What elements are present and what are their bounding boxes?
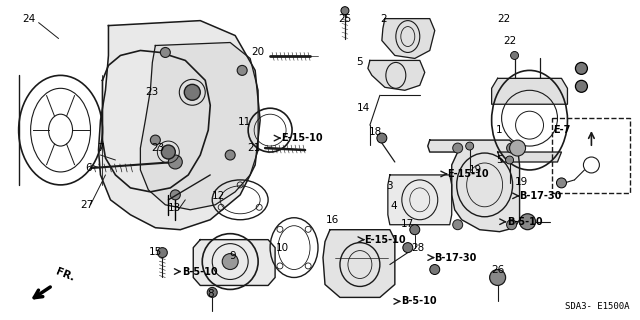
Text: 7: 7 xyxy=(97,143,104,153)
Polygon shape xyxy=(368,60,425,90)
Ellipse shape xyxy=(225,150,235,160)
Text: SDA3- E1500A: SDA3- E1500A xyxy=(565,302,629,311)
Text: 2: 2 xyxy=(381,14,387,24)
Ellipse shape xyxy=(509,140,525,156)
Text: 12: 12 xyxy=(212,191,225,201)
Text: 26: 26 xyxy=(491,265,504,275)
Text: 4: 4 xyxy=(390,201,397,211)
Text: 19: 19 xyxy=(469,165,483,175)
Text: 15: 15 xyxy=(148,247,162,257)
Text: 1: 1 xyxy=(496,125,503,135)
Text: 25: 25 xyxy=(339,14,351,24)
Polygon shape xyxy=(323,230,395,297)
Ellipse shape xyxy=(410,225,420,235)
Ellipse shape xyxy=(575,80,588,92)
Polygon shape xyxy=(428,140,520,232)
Text: 9: 9 xyxy=(229,251,236,260)
Ellipse shape xyxy=(168,155,182,169)
Ellipse shape xyxy=(170,190,180,200)
Text: FR.: FR. xyxy=(54,267,76,284)
Polygon shape xyxy=(140,43,258,210)
Text: 22: 22 xyxy=(503,36,516,45)
Text: 5: 5 xyxy=(496,155,503,165)
Text: E-15-10: E-15-10 xyxy=(364,235,406,245)
Polygon shape xyxy=(388,175,452,225)
Text: B-5-10: B-5-10 xyxy=(401,296,436,306)
Text: 22: 22 xyxy=(497,14,510,24)
Ellipse shape xyxy=(184,84,200,100)
Text: 10: 10 xyxy=(275,243,289,252)
Text: 24: 24 xyxy=(22,14,35,24)
Text: E-15-10: E-15-10 xyxy=(280,133,323,143)
Ellipse shape xyxy=(575,62,588,74)
Ellipse shape xyxy=(403,243,413,252)
Ellipse shape xyxy=(161,145,175,159)
Ellipse shape xyxy=(237,65,247,76)
Polygon shape xyxy=(382,19,435,59)
Ellipse shape xyxy=(452,143,463,153)
Ellipse shape xyxy=(520,214,536,230)
Text: 6: 6 xyxy=(85,163,92,173)
Polygon shape xyxy=(498,152,561,162)
Text: 27: 27 xyxy=(80,200,93,210)
Text: 13: 13 xyxy=(168,203,181,213)
Ellipse shape xyxy=(506,156,513,164)
Ellipse shape xyxy=(222,253,238,269)
Ellipse shape xyxy=(341,7,349,15)
Polygon shape xyxy=(193,240,275,285)
Text: 17: 17 xyxy=(401,219,415,229)
Text: 21: 21 xyxy=(248,143,260,153)
Text: 28: 28 xyxy=(411,243,424,252)
Text: E-7: E-7 xyxy=(554,125,571,135)
Text: 18: 18 xyxy=(369,127,383,137)
Text: 19: 19 xyxy=(515,177,528,187)
Ellipse shape xyxy=(430,265,440,275)
Ellipse shape xyxy=(157,248,167,258)
Ellipse shape xyxy=(466,142,474,150)
Text: B-5-10: B-5-10 xyxy=(182,267,217,276)
Text: 16: 16 xyxy=(325,215,339,225)
Text: 23: 23 xyxy=(146,87,159,97)
Ellipse shape xyxy=(490,269,506,285)
Text: B-17-30: B-17-30 xyxy=(434,252,476,263)
Text: E-15-10: E-15-10 xyxy=(447,169,489,179)
Ellipse shape xyxy=(161,47,170,58)
Ellipse shape xyxy=(207,287,217,297)
Ellipse shape xyxy=(511,52,518,60)
Text: 14: 14 xyxy=(357,103,371,113)
Ellipse shape xyxy=(377,133,387,143)
Ellipse shape xyxy=(507,220,516,230)
Polygon shape xyxy=(99,20,260,230)
Text: B-17-30: B-17-30 xyxy=(519,191,561,201)
Text: 20: 20 xyxy=(252,47,265,58)
Text: 5: 5 xyxy=(356,57,364,68)
Ellipse shape xyxy=(452,220,463,230)
Polygon shape xyxy=(492,78,568,104)
Text: 23: 23 xyxy=(152,143,165,153)
Text: 8: 8 xyxy=(207,289,214,300)
Ellipse shape xyxy=(150,135,161,145)
Text: 11: 11 xyxy=(237,117,251,127)
Ellipse shape xyxy=(507,143,516,153)
Ellipse shape xyxy=(557,178,566,188)
Text: 3: 3 xyxy=(387,181,393,191)
Text: B-5-10: B-5-10 xyxy=(507,217,543,227)
